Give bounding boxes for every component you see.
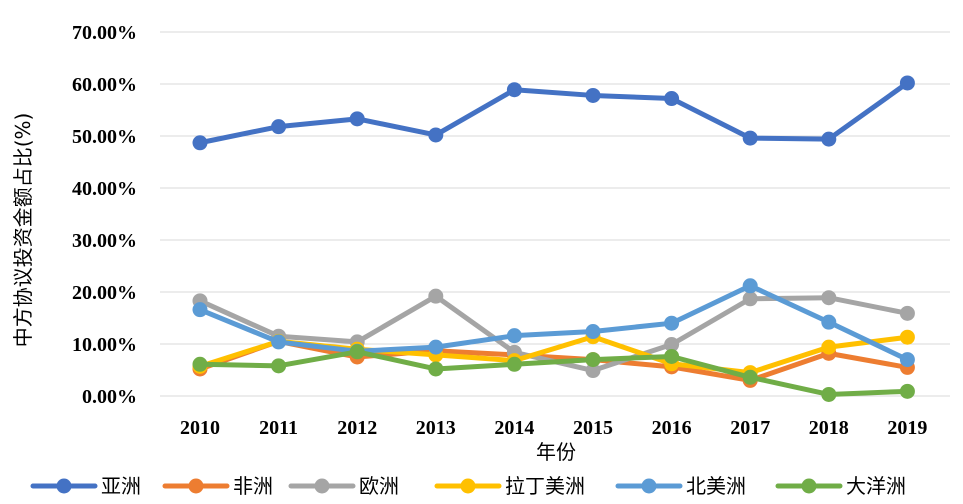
data-point	[821, 131, 837, 147]
x-axis-title: 年份	[536, 440, 576, 464]
legend-item: 亚洲	[30, 474, 141, 498]
legend-item: 大洋洲	[775, 474, 906, 498]
data-point	[585, 363, 601, 379]
data-point	[271, 119, 287, 135]
y-tick-label: 70.00%	[72, 22, 137, 44]
x-tick-label: 2013	[416, 417, 456, 439]
data-point	[271, 334, 287, 350]
data-point	[821, 386, 837, 402]
data-point	[349, 344, 365, 360]
y-tick-label: 10.00%	[72, 334, 137, 356]
legend-label: 欧洲	[359, 474, 399, 498]
legend-swatch-marker	[188, 478, 204, 494]
data-point	[506, 82, 522, 98]
x-tick-label: 2018	[809, 417, 849, 439]
data-point	[742, 130, 758, 146]
legend-label: 大洋洲	[846, 474, 906, 498]
x-tick-label: 2019	[887, 417, 927, 439]
data-point	[742, 369, 758, 385]
legend-item: 欧洲	[288, 474, 399, 498]
x-tick-label: 2010	[180, 417, 220, 439]
data-point	[428, 339, 444, 355]
data-point	[428, 361, 444, 377]
legend-swatch-marker	[314, 478, 330, 494]
y-axis-title: 中方协议投资金额占比(%)	[11, 113, 35, 348]
series-line	[197, 349, 910, 397]
y-tick-label: 0.00%	[82, 386, 137, 408]
data-point	[271, 358, 287, 374]
data-point	[821, 339, 837, 355]
legend-swatch-marker	[641, 478, 657, 494]
y-tick-label: 30.00%	[72, 230, 137, 252]
x-axis-ticks: 2010 2011 2012 2013 2014 2015 2016 2017 2018 2019	[180, 417, 927, 439]
y-tick-label: 60.00%	[72, 74, 137, 96]
series-line	[197, 80, 910, 146]
legend-swatch-marker	[460, 478, 476, 494]
legend-item: 非洲	[162, 474, 273, 498]
legend: 亚洲 非洲 欧洲 拉丁美洲 北美洲 大洋洲	[30, 474, 906, 498]
legend-label: 拉丁美洲	[505, 474, 585, 498]
legend-swatch-marker	[801, 478, 817, 494]
legend-label: 亚洲	[101, 474, 141, 498]
data-point	[506, 356, 522, 372]
series-line	[197, 338, 910, 383]
data-point	[664, 337, 680, 353]
data-point	[664, 315, 680, 331]
data-point	[899, 329, 915, 345]
x-tick-label: 2017	[730, 417, 770, 439]
series-line	[197, 334, 910, 376]
y-tick-label: 20.00%	[72, 282, 137, 304]
data-point	[428, 288, 444, 304]
data-point	[899, 383, 915, 399]
data-point	[349, 111, 365, 127]
data-point	[192, 135, 208, 151]
series-北美洲	[192, 278, 915, 368]
series-line	[197, 283, 910, 363]
data-point	[899, 75, 915, 91]
series-lines	[192, 75, 915, 402]
y-tick-label: 40.00%	[72, 178, 137, 200]
legend-label: 非洲	[233, 474, 273, 498]
data-point	[192, 356, 208, 372]
data-point	[506, 328, 522, 344]
x-tick-label: 2015	[573, 417, 613, 439]
series-大洋洲	[192, 344, 915, 402]
data-point	[742, 278, 758, 294]
legend-swatch-marker	[56, 478, 72, 494]
y-tick-label: 50.00%	[72, 126, 137, 148]
data-point	[585, 352, 601, 368]
legend-label: 北美洲	[686, 474, 746, 498]
data-point	[664, 348, 680, 364]
data-point	[585, 324, 601, 340]
x-tick-label: 2012	[337, 417, 377, 439]
x-tick-label: 2011	[259, 417, 298, 439]
x-tick-label: 2014	[494, 417, 534, 439]
legend-item: 拉丁美洲	[434, 474, 585, 498]
data-point	[428, 127, 444, 143]
data-point	[821, 314, 837, 330]
x-tick-label: 2016	[652, 417, 692, 439]
y-axis-ticks: 0.00% 10.00% 20.00% 30.00% 40.00% 50.00% 60.00…	[72, 22, 137, 408]
series-亚洲	[192, 75, 915, 151]
data-point	[899, 305, 915, 321]
data-point	[585, 87, 601, 103]
data-point	[899, 352, 915, 368]
data-point	[664, 91, 680, 107]
data-point	[821, 290, 837, 306]
legend-item: 北美洲	[615, 474, 746, 498]
data-point	[742, 291, 758, 307]
data-point	[192, 302, 208, 318]
